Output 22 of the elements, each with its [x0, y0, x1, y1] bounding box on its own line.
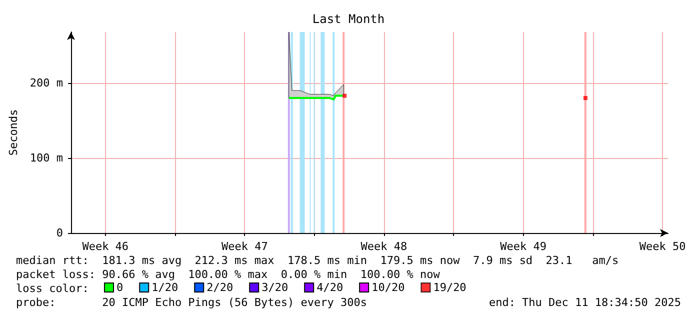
- legend-label: 19/20: [433, 281, 466, 294]
- chart-title: Last Month: [312, 12, 385, 26]
- legend-label: 3/20: [262, 281, 288, 294]
- legend-label: 1/20: [152, 281, 178, 294]
- text: end: Thu Dec 11 18:34:50 2025: [488, 296, 682, 309]
- legend-label: 10/20: [372, 281, 405, 294]
- x-tick-label: Week 46: [82, 240, 129, 253]
- x-tick-label: Week 49: [500, 240, 546, 253]
- text: probe: 20 ICMP Echo Pings (56 Bytes) every 300s: [16, 296, 367, 309]
- text: packet loss: 90.66 % avg 100.00 % max 0.00 % min 100.00 % now: [16, 268, 440, 281]
- y-tick-label: 0: [56, 226, 64, 240]
- y-axis-title: Seconds: [7, 109, 20, 156]
- x-tick-label: Week 50: [639, 240, 686, 253]
- x-tick-label: Week 47: [221, 240, 268, 253]
- x-tick-label: Week 48: [360, 240, 408, 253]
- y-tick-label: 200 m: [30, 76, 64, 90]
- text: median rtt: 181.3 ms avg 212.3 ms max 178.5 ms min 179.5 ms now 7.9 ms sd 23.1 am/s: [16, 254, 619, 267]
- y-tick-label: 100 m: [30, 152, 64, 164]
- legend-title: loss color:: [16, 282, 89, 295]
- legend-label: 4/20: [316, 281, 344, 294]
- legend-label: 2/20: [206, 281, 234, 294]
- legend-label: 0: [116, 281, 124, 294]
